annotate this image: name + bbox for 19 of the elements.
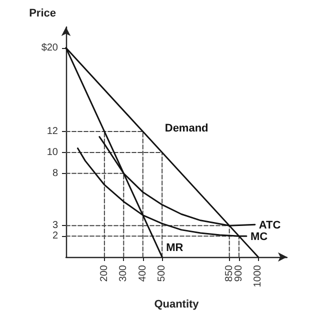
- x-tick-label: 200: [98, 264, 110, 282]
- x-tick-label: 400: [137, 264, 148, 282]
- y-tick-label: $20: [41, 42, 58, 54]
- series-label: Demand: [164, 122, 208, 135]
- series-label: MC: [250, 231, 268, 244]
- y-tick-label: 12: [46, 126, 58, 138]
- y-tick-label: 3: [52, 220, 58, 232]
- series-label: MR: [166, 242, 184, 254]
- x-tick-label: 850: [224, 264, 235, 282]
- x-tick-label: 300: [118, 264, 130, 282]
- x-tick-label: 500: [156, 264, 168, 282]
- y-tick-label: 8: [52, 168, 58, 179]
- x-axis-title: Quantity: [154, 298, 200, 310]
- x-tick-label: 1000: [252, 264, 264, 288]
- y-tick-label: 10: [46, 146, 58, 158]
- y-tick-label: 2: [52, 230, 58, 242]
- y-axis-title: Price: [29, 8, 56, 20]
- series-label: ATC: [258, 220, 281, 232]
- x-tick-label: 900: [233, 264, 244, 282]
